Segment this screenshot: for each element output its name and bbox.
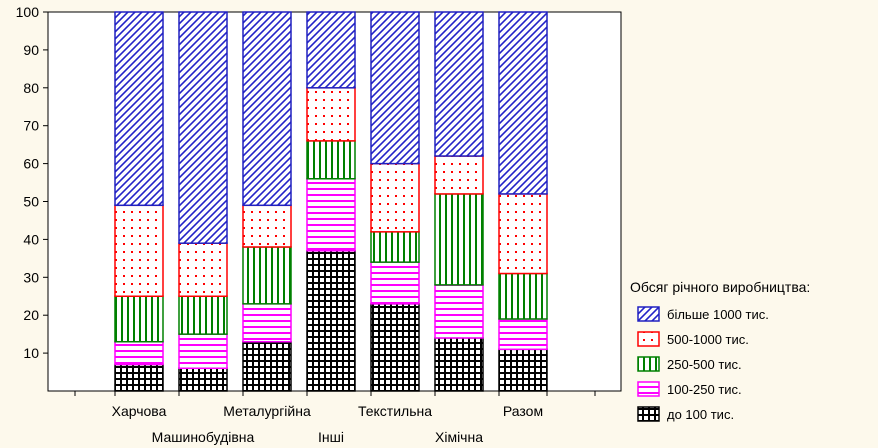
bar-segment-3-6 xyxy=(498,193,548,275)
x-axis-ticks xyxy=(74,391,596,396)
legend-label: 500-1000 тис. xyxy=(667,332,749,347)
bar-segment-4-1 xyxy=(178,11,228,244)
y-tick-label: 80 xyxy=(23,80,39,96)
bar-segment-0-2 xyxy=(242,340,292,392)
category-label: Металургійна xyxy=(223,403,311,419)
category-label: Інші xyxy=(318,429,344,445)
bar-segment-0-6 xyxy=(498,348,548,392)
bar-segment-2-5 xyxy=(434,193,484,286)
bar-segment-4-6 xyxy=(498,11,548,195)
bar-segment-2-3 xyxy=(306,140,356,180)
category-label: Харчова xyxy=(112,403,167,419)
x-axis-labels: Харчова Машинобудівна Металургійна Інші Текс… xyxy=(112,403,543,445)
y-axis: 10 20 30 40 50 60 70 80 90 100 xyxy=(16,4,48,361)
bar-segment-3-1 xyxy=(178,242,228,298)
bar-segment-1-6 xyxy=(498,318,548,351)
bar-segment-1-1 xyxy=(178,333,228,370)
bar-segment-3-5 xyxy=(434,155,484,195)
legend: Обсяг річного виробництва: більше 1000 т… xyxy=(630,279,810,422)
y-tick-label: 50 xyxy=(23,194,39,210)
bar-segment-2-6 xyxy=(498,272,548,320)
category-label: Машинобудівна xyxy=(152,429,255,445)
category-label: Хімічна xyxy=(435,429,483,445)
bar-segment-1-0 xyxy=(114,340,164,366)
legend-label: 100-250 тис. xyxy=(667,382,742,397)
bar-segment-4-2 xyxy=(242,11,292,207)
legend-swatch xyxy=(637,356,660,372)
category-label: Текстильна xyxy=(358,403,432,419)
y-tick-label: 40 xyxy=(23,231,39,247)
legend-label: більше 1000 тис. xyxy=(667,307,769,322)
bar-segment-1-2 xyxy=(242,303,292,343)
legend-swatch xyxy=(637,306,660,322)
category-label: Разом xyxy=(503,403,543,419)
y-tick-label: 100 xyxy=(16,4,40,20)
legend-label: до 100 тис. xyxy=(667,407,734,422)
bar-segment-2-2 xyxy=(242,246,292,305)
bar-segment-1-4 xyxy=(370,261,420,305)
bars xyxy=(114,11,548,392)
bar-segment-3-4 xyxy=(370,162,420,233)
bar-segment-1-5 xyxy=(434,284,484,339)
y-tick-label: 70 xyxy=(23,118,39,134)
bar-segment-2-4 xyxy=(370,231,420,263)
y-tick-label: 10 xyxy=(23,345,39,361)
bar-segment-2-0 xyxy=(114,295,164,343)
bar-segment-4-5 xyxy=(434,11,484,157)
legend-title: Обсяг річного виробництва: xyxy=(630,279,810,295)
y-tick-label: 20 xyxy=(23,307,39,323)
bar-segment-3-0 xyxy=(114,204,164,297)
y-tick-label: 30 xyxy=(23,269,39,285)
bar-segment-0-5 xyxy=(434,337,484,392)
bar-segment-1-3 xyxy=(306,178,356,252)
bar-segment-3-2 xyxy=(242,204,292,248)
bar-segment-4-4 xyxy=(370,11,420,165)
legend-label: 250-500 тис. xyxy=(667,357,742,372)
bar-segment-4-0 xyxy=(114,11,164,207)
bar-segment-2-1 xyxy=(178,295,228,335)
bar-segment-4-3 xyxy=(306,11,356,89)
y-tick-label: 90 xyxy=(23,42,39,58)
y-tick-label: 60 xyxy=(23,156,39,172)
bar-segment-3-3 xyxy=(306,87,356,142)
bar-segment-0-3 xyxy=(306,250,356,392)
bar-segment-0-4 xyxy=(370,303,420,392)
bar-segment-0-0 xyxy=(114,363,164,392)
legend-swatch xyxy=(637,331,660,347)
legend-swatch xyxy=(637,381,660,397)
legend-swatch xyxy=(637,406,660,422)
bar-segment-0-1 xyxy=(178,367,228,392)
